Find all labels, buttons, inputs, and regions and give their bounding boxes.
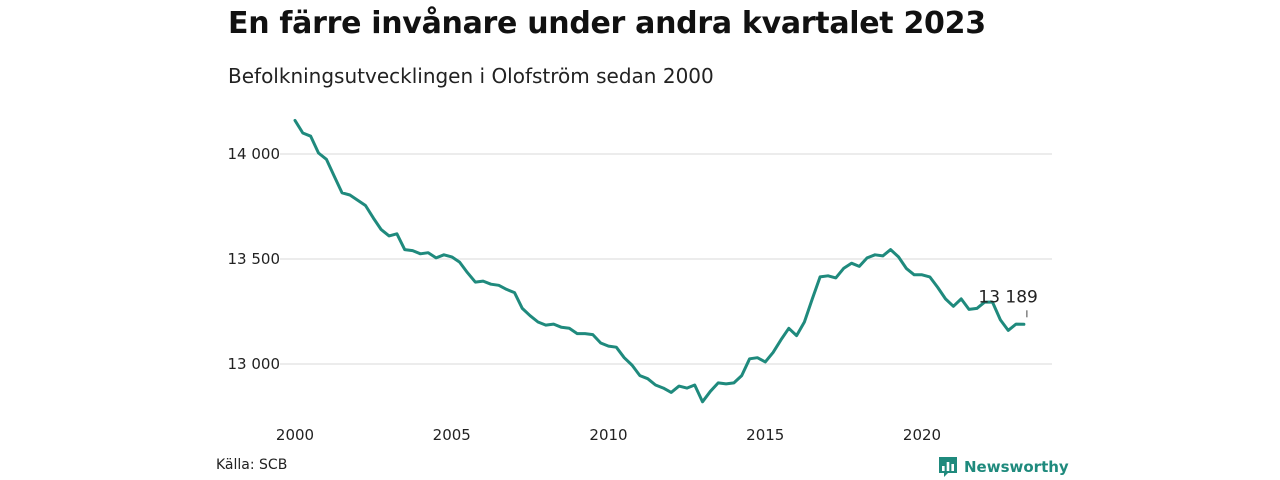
brand-logo: Newsworthy	[938, 456, 1069, 478]
x-tick-label: 2020	[903, 426, 941, 444]
series-line	[293, 118, 1026, 404]
series-group	[293, 118, 1026, 404]
y-axis-tick-labels: 13 000 13 500 14 000	[228, 145, 281, 373]
source-label: Källa: SCB	[216, 457, 288, 473]
y-tick-label: 13 000	[228, 355, 281, 373]
y-tick-label: 13 500	[228, 250, 281, 268]
bar-chart-speech-bubble-icon	[939, 457, 957, 477]
brand-name: Newsworthy	[964, 458, 1069, 476]
chart-title: En färre invånare under andra kvartalet …	[228, 6, 986, 41]
gridlines	[280, 153, 1052, 365]
annotation-group: 13 189	[978, 287, 1038, 318]
x-tick-label: 2015	[746, 426, 784, 444]
y-tick-label: 14 000	[228, 145, 281, 163]
annotation-label: 13 189	[978, 287, 1037, 307]
x-tick-label: 2010	[589, 426, 627, 444]
x-tick-label: 2000	[276, 426, 314, 444]
x-tick-label: 2005	[433, 426, 471, 444]
chart-subtitle: Befolkningsutvecklingen i Olofström seda…	[228, 64, 714, 88]
x-axis-tick-labels: 2000 2005 2010 2015 2020	[276, 426, 941, 444]
